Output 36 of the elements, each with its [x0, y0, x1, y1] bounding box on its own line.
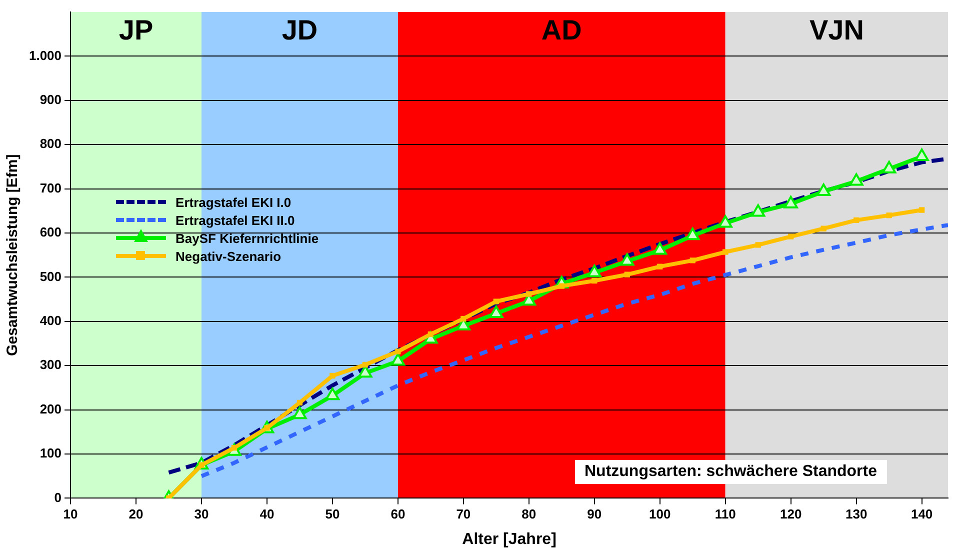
x-tick-label: 100: [649, 506, 671, 522]
y-tick-label: 100: [40, 446, 62, 461]
x-tick-label: 110: [714, 506, 736, 522]
y-tick-label: 800: [40, 136, 62, 152]
x-axis-title: Alter [Jahre]: [462, 530, 556, 548]
legend-label: Ertragstafel EKI I.0: [176, 194, 292, 210]
x-tick-label: 10: [63, 506, 78, 522]
band-label: AD: [541, 14, 582, 46]
y-tick-label: 700: [40, 180, 62, 196]
x-tick-label: 80: [522, 506, 536, 522]
y-tick-label: 400: [40, 312, 62, 328]
band-label: JD: [282, 14, 318, 46]
y-tick-label: 900: [40, 92, 62, 107]
y-tick-label: 600: [40, 224, 62, 240]
x-tick-label: 90: [587, 506, 602, 522]
y-tick-label: 300: [40, 357, 62, 372]
x-tick-label: 40: [260, 506, 274, 522]
x-tick-label: 120: [780, 506, 802, 522]
y-axis-title: Gesamtwuchsleistung [Efm]: [4, 154, 22, 356]
legend-label: Negativ-Szenario: [176, 248, 282, 264]
legend-label: Ertragstafel EKI II.0: [176, 212, 295, 228]
y-tick-label: 1.000: [28, 48, 62, 63]
x-tick-label: 60: [390, 506, 406, 522]
legend-label: BaySF Kiefernrichtlinie: [176, 230, 319, 246]
x-tick-label: 70: [456, 506, 471, 522]
band-label: JP: [118, 14, 154, 46]
y-tick-label: 500: [40, 268, 62, 284]
annotation: Nutzungsarten: schwächere Standorte: [574, 460, 887, 484]
x-tick-label: 50: [325, 506, 340, 522]
band-label: VJN: [809, 14, 864, 46]
y-tick-label: 0: [54, 490, 62, 505]
y-tick-label: 200: [40, 401, 62, 416]
x-tick-label: 140: [910, 506, 933, 522]
x-tick-label: 30: [194, 506, 209, 522]
x-tick-label: 130: [845, 506, 868, 522]
x-tick-label: 20: [128, 506, 144, 522]
